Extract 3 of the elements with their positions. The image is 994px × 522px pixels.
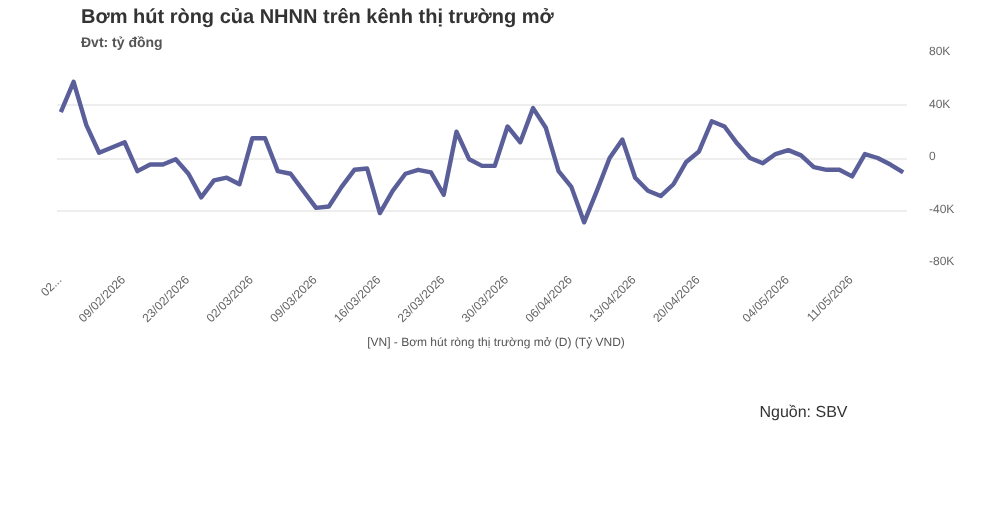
text: Nguồn: SBV (759, 403, 849, 422)
line-series (58, 79, 906, 225)
chart-title: Bơm hút ròng của NHNN trên kênh thị trường mở (81, 7, 556, 29)
